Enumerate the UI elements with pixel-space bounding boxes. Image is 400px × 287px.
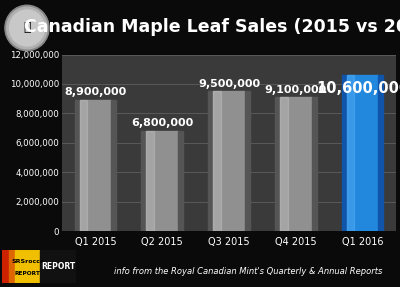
Bar	[280, 97, 312, 231]
Text: 9,100,000: 9,100,000	[265, 85, 327, 94]
Bar	[40, 250, 76, 283]
Bar	[146, 131, 154, 231]
Bar	[347, 75, 354, 231]
Circle shape	[10, 10, 44, 46]
Circle shape	[7, 7, 47, 49]
Bar	[378, 75, 383, 231]
Circle shape	[5, 5, 49, 51]
Text: Canadian Maple Leaf Sales (2015 vs 2016): Canadian Maple Leaf Sales (2015 vs 2016)	[24, 18, 400, 36]
Text: 6,800,000: 6,800,000	[131, 118, 193, 128]
Bar	[80, 100, 111, 231]
Bar	[312, 97, 316, 231]
Bar	[15, 250, 40, 283]
Bar	[75, 100, 80, 231]
Text: 🍁: 🍁	[23, 21, 31, 34]
Text: 10,600,000: 10,600,000	[316, 81, 400, 96]
Bar	[178, 131, 183, 231]
Bar	[213, 91, 245, 231]
Bar	[275, 97, 280, 231]
Bar	[2, 250, 9, 283]
Text: REPORT: REPORT	[41, 262, 75, 271]
Bar	[142, 131, 146, 231]
Bar	[9, 250, 15, 283]
Text: 8,900,000: 8,900,000	[64, 88, 126, 98]
Bar	[208, 91, 213, 231]
Text: 9,500,000: 9,500,000	[198, 79, 260, 89]
Bar	[146, 131, 178, 231]
Bar	[347, 75, 378, 231]
Text: REPORT: REPORT	[15, 271, 41, 276]
Bar	[111, 100, 116, 231]
Bar	[342, 75, 347, 231]
Bar	[245, 91, 250, 231]
Text: info from the Royal Canadian Mint's Quarterly & Annual Reports: info from the Royal Canadian Mint's Quar…	[114, 267, 382, 276]
Bar	[280, 97, 288, 231]
Bar	[80, 100, 87, 231]
Bar	[213, 91, 221, 231]
Text: SRSrocco: SRSrocco	[11, 259, 44, 264]
